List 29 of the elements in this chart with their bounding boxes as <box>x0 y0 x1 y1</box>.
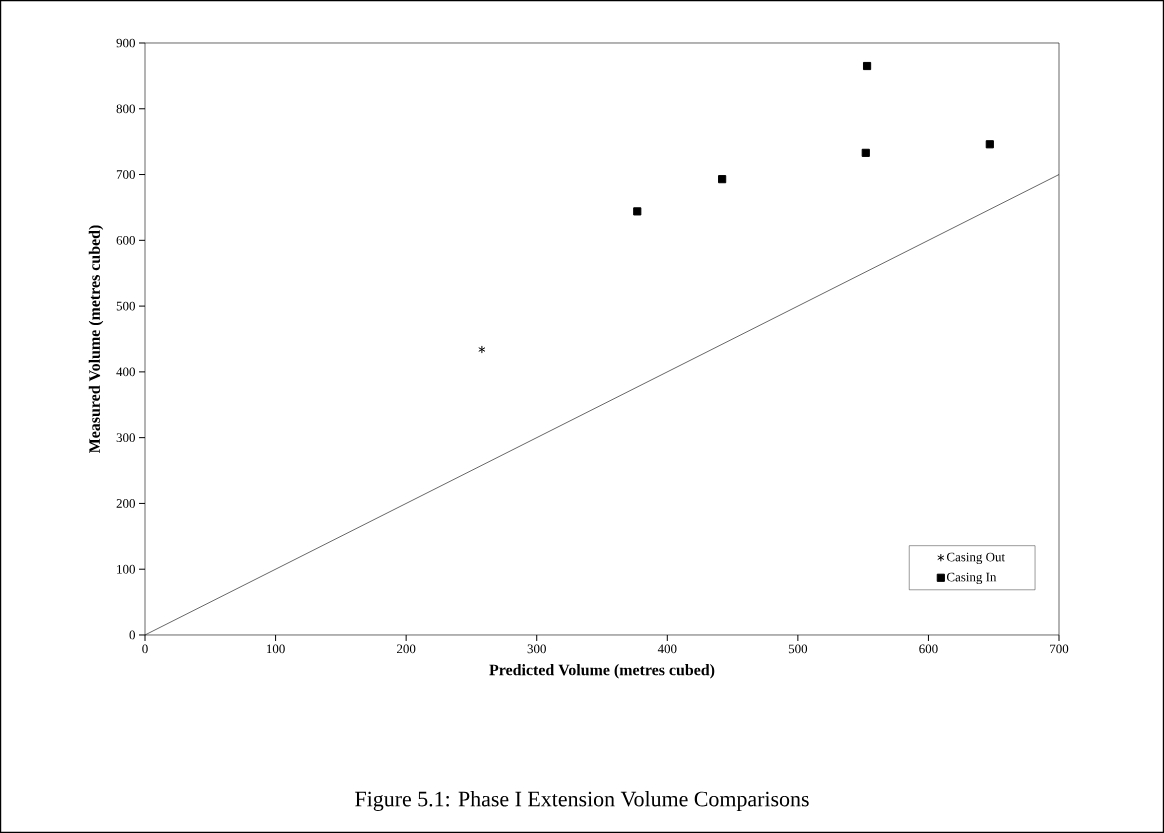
x-tick-label: 500 <box>788 644 808 654</box>
point <box>985 140 994 149</box>
x-axis-title: Predicted Volume (metres cubed) <box>489 664 715 679</box>
point <box>633 207 642 216</box>
x-tick-label: 400 <box>657 644 677 654</box>
x-tick-label: 600 <box>919 644 938 654</box>
y-tick-label: 500 <box>116 301 135 311</box>
y-axis-title: Measured Volume (metres cubed) <box>88 225 104 454</box>
legend-label: Casing Out <box>946 552 1005 565</box>
legend-label: Casing In <box>946 572 997 585</box>
y-tick-label: 0 <box>129 630 135 640</box>
y-tick-label: 300 <box>116 433 135 443</box>
y-tick-label: 800 <box>116 104 135 114</box>
y-tick-label: 100 <box>117 564 135 574</box>
point <box>861 148 870 157</box>
point <box>718 175 727 184</box>
point <box>862 61 872 71</box>
x-tick-label: 300 <box>527 644 546 654</box>
x-tick-label: 200 <box>397 644 416 654</box>
point <box>478 345 486 354</box>
text: Figure 5.1: Phase I Extension Volume Comparisons <box>355 791 809 811</box>
y-tick-label: 400 <box>116 367 135 377</box>
x-tick-label: 700 <box>1050 644 1069 654</box>
y-tick-label: 200 <box>116 499 135 508</box>
y-tick-label: 600 <box>116 235 135 245</box>
y-tick-label: 900 <box>116 38 135 48</box>
x-tick-label: 0 <box>142 644 148 654</box>
x-tick-label: 100 <box>267 644 285 654</box>
y-tick-label: 700 <box>116 170 135 179</box>
